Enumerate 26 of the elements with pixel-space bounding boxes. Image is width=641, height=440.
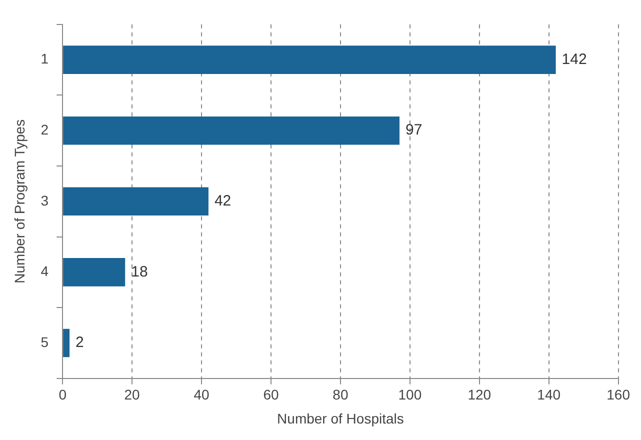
x-tick-label: 140 <box>537 386 561 403</box>
bar <box>63 187 208 216</box>
x-tick-label: 40 <box>194 386 210 403</box>
bar <box>63 46 556 74</box>
data-label: 42 <box>214 192 232 210</box>
data-label: 2 <box>76 334 84 352</box>
x-tick-label: 0 <box>58 386 67 403</box>
x-tick-label: 160 <box>606 386 630 403</box>
bar <box>63 328 70 358</box>
y-tick-label: 4 <box>40 263 49 280</box>
data-label: 142 <box>562 50 587 68</box>
x-tick-label: 60 <box>263 386 279 403</box>
data-label: 97 <box>406 122 422 139</box>
x-tick-label: 100 <box>398 386 422 403</box>
y-tick-label: 1 <box>40 50 49 67</box>
x-tick-label: 20 <box>124 386 140 403</box>
y-tick-label: 3 <box>40 192 49 208</box>
bar <box>63 258 126 286</box>
bar <box>63 116 400 145</box>
y-tick-label: 2 <box>40 121 49 138</box>
data-label: 18 <box>131 263 148 280</box>
x-tick-label: 120 <box>468 386 492 403</box>
y-tick-label: 5 <box>40 334 49 350</box>
x-axis-title: Number of Hospitals <box>277 410 404 426</box>
x-tick-label: 80 <box>332 386 348 403</box>
y-axis-title: Number of Program Types <box>11 119 28 284</box>
